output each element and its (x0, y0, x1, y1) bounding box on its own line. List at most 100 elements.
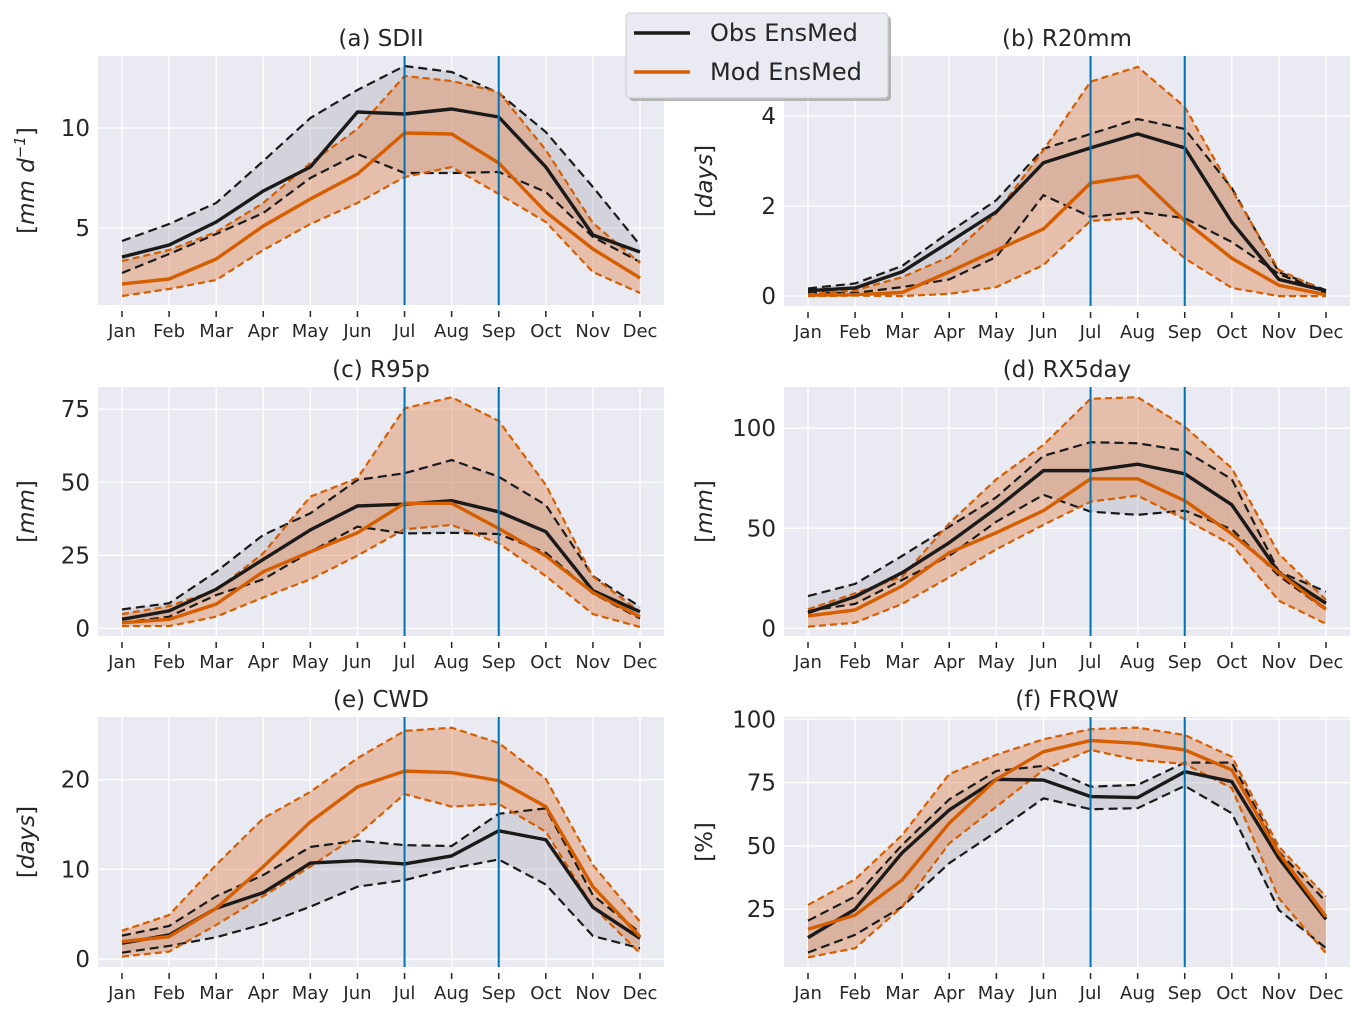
y-axis-label: [days] (692, 145, 718, 217)
x-tick-label: May (978, 322, 1016, 343)
x-tick-label: Oct (530, 652, 561, 673)
obs-range-band (122, 66, 640, 273)
x-tick-label: Nov (575, 652, 610, 673)
y-tick-label: 100 (732, 707, 776, 733)
mod-median-line (807, 477, 1328, 618)
panel-5: Jan Feb Mar Apr May Jun Jul Aug Sep Oct Nov Dec 0 10 2… (14, 687, 664, 1004)
x-tick-label: Mar (199, 983, 234, 1004)
x-tick-label: Sep (1168, 322, 1202, 343)
y-tick-label: 20 (61, 768, 90, 794)
obs-lower-line (807, 493, 1327, 612)
x-tick-label: Sep (1168, 983, 1202, 1004)
mod-lower-line (122, 523, 641, 629)
obs-median-line (807, 132, 1327, 293)
x-tick-label: Jun (1028, 322, 1057, 343)
y-tick-label: 75 (61, 397, 90, 423)
x-tick-label: May (292, 983, 330, 1004)
panel-title: (a) SDII (338, 26, 423, 52)
y-tick-label: 50 (61, 470, 90, 496)
panel-4: Jan Feb Mar Apr May Jun Jul Aug Sep Oct Nov Dec 0 50 1… (692, 357, 1350, 673)
x-tick-label: Jan (793, 322, 822, 343)
mod-range-band (122, 397, 640, 627)
y-axis-label: [mm] (14, 480, 40, 543)
legend-label-mod: Mod EnsMed (710, 58, 862, 86)
mod-lower-line (121, 792, 641, 958)
mod-upper-line (807, 726, 1327, 906)
obs-upper-line (121, 458, 641, 611)
x-tick-label: Nov (575, 321, 610, 342)
panel-title: (e) CWD (333, 687, 429, 713)
y-axis-label: [%] (692, 822, 718, 862)
y-tick-label: 5 (75, 216, 90, 242)
x-tick-label: Jul (1079, 322, 1102, 343)
x-tick-label: Feb (839, 322, 871, 343)
x-tick-label: Mar (885, 322, 920, 343)
x-tick-label: Nov (1261, 983, 1296, 1004)
x-tick-label: Sep (482, 321, 516, 342)
x-tick-label: Jul (1079, 983, 1102, 1004)
x-tick-label: Feb (153, 983, 185, 1004)
x-tick-label: Jan (793, 652, 822, 673)
x-tick-label: Jan (107, 983, 136, 1004)
x-tick-label: Apr (248, 983, 280, 1004)
x-tick-label: Dec (623, 983, 658, 1004)
x-tick-label: Nov (1261, 322, 1296, 343)
x-tick-label: Apr (934, 983, 966, 1004)
x-tick-label: Sep (482, 983, 516, 1004)
x-tick-label: Mar (199, 652, 234, 673)
panel-title: (f) FRQW (1015, 687, 1118, 713)
x-tick-label: Feb (839, 983, 871, 1004)
x-tick-label: Jul (393, 652, 416, 673)
x-tick-label: Aug (1120, 322, 1155, 343)
x-tick-label: Dec (623, 321, 658, 342)
y-axis-label: [mm] (692, 480, 718, 543)
mod-lower-line (807, 494, 1327, 628)
x-tick-label: May (292, 321, 330, 342)
x-tick-label: Jun (342, 983, 371, 1004)
obs-lower-line (121, 525, 641, 624)
mod-range-band (122, 727, 640, 957)
y-axis-label: [days] (14, 806, 40, 878)
x-tick-label: May (978, 983, 1016, 1004)
panels: Jan Feb Mar Apr May Jun Jul Aug Sep Oct Nov Dec 5 10 (… (11, 26, 1350, 1004)
obs-median-line (807, 770, 1328, 940)
x-tick-label: Jun (342, 652, 371, 673)
x-tick-label: May (292, 652, 330, 673)
x-tick-label: Jul (393, 983, 416, 1004)
x-tick-label: Sep (1168, 652, 1202, 673)
x-tick-label: Aug (434, 321, 469, 342)
obs-median-line (121, 107, 641, 259)
x-tick-label: Aug (434, 652, 469, 673)
x-tick-label: Oct (1216, 322, 1247, 343)
x-tick-label: Dec (1309, 322, 1344, 343)
obs-range-band (808, 762, 1326, 953)
panel-title: (c) R95p (332, 357, 430, 383)
x-tick-label: Aug (1120, 652, 1155, 673)
x-tick-label: Jul (393, 321, 416, 342)
mod-median-line (807, 738, 1328, 931)
y-tick-label: 10 (61, 857, 90, 883)
legend: Obs EnsMed Mod EnsMed (625, 12, 891, 101)
x-tick-label: Oct (530, 321, 561, 342)
obs-range-band (122, 808, 640, 953)
y-axis-label: [mm d−1] (11, 127, 40, 234)
mod-lower-line (807, 748, 1327, 959)
x-tick-label: Nov (1261, 652, 1296, 673)
mod-upper-line (121, 74, 641, 264)
x-tick-label: Jun (1028, 652, 1057, 673)
y-tick-label: 25 (61, 543, 90, 569)
y-tick-label: 25 (747, 897, 776, 923)
x-tick-label: Aug (1120, 983, 1155, 1004)
x-tick-label: Apr (934, 652, 966, 673)
obs-upper-line (121, 807, 641, 937)
mod-upper-line (807, 65, 1327, 296)
panel-1: Jan Feb Mar Apr May Jun Jul Aug Sep Oct Nov Dec 5 10 (… (11, 26, 664, 342)
y-tick-label: 0 (761, 616, 776, 642)
panel-title: (b) R20mm (1002, 26, 1132, 52)
obs-upper-line (807, 761, 1327, 922)
x-tick-label: Oct (530, 983, 561, 1004)
obs-upper-line (807, 441, 1327, 598)
obs-range-band (808, 442, 1326, 611)
mod-upper-line (121, 726, 641, 932)
